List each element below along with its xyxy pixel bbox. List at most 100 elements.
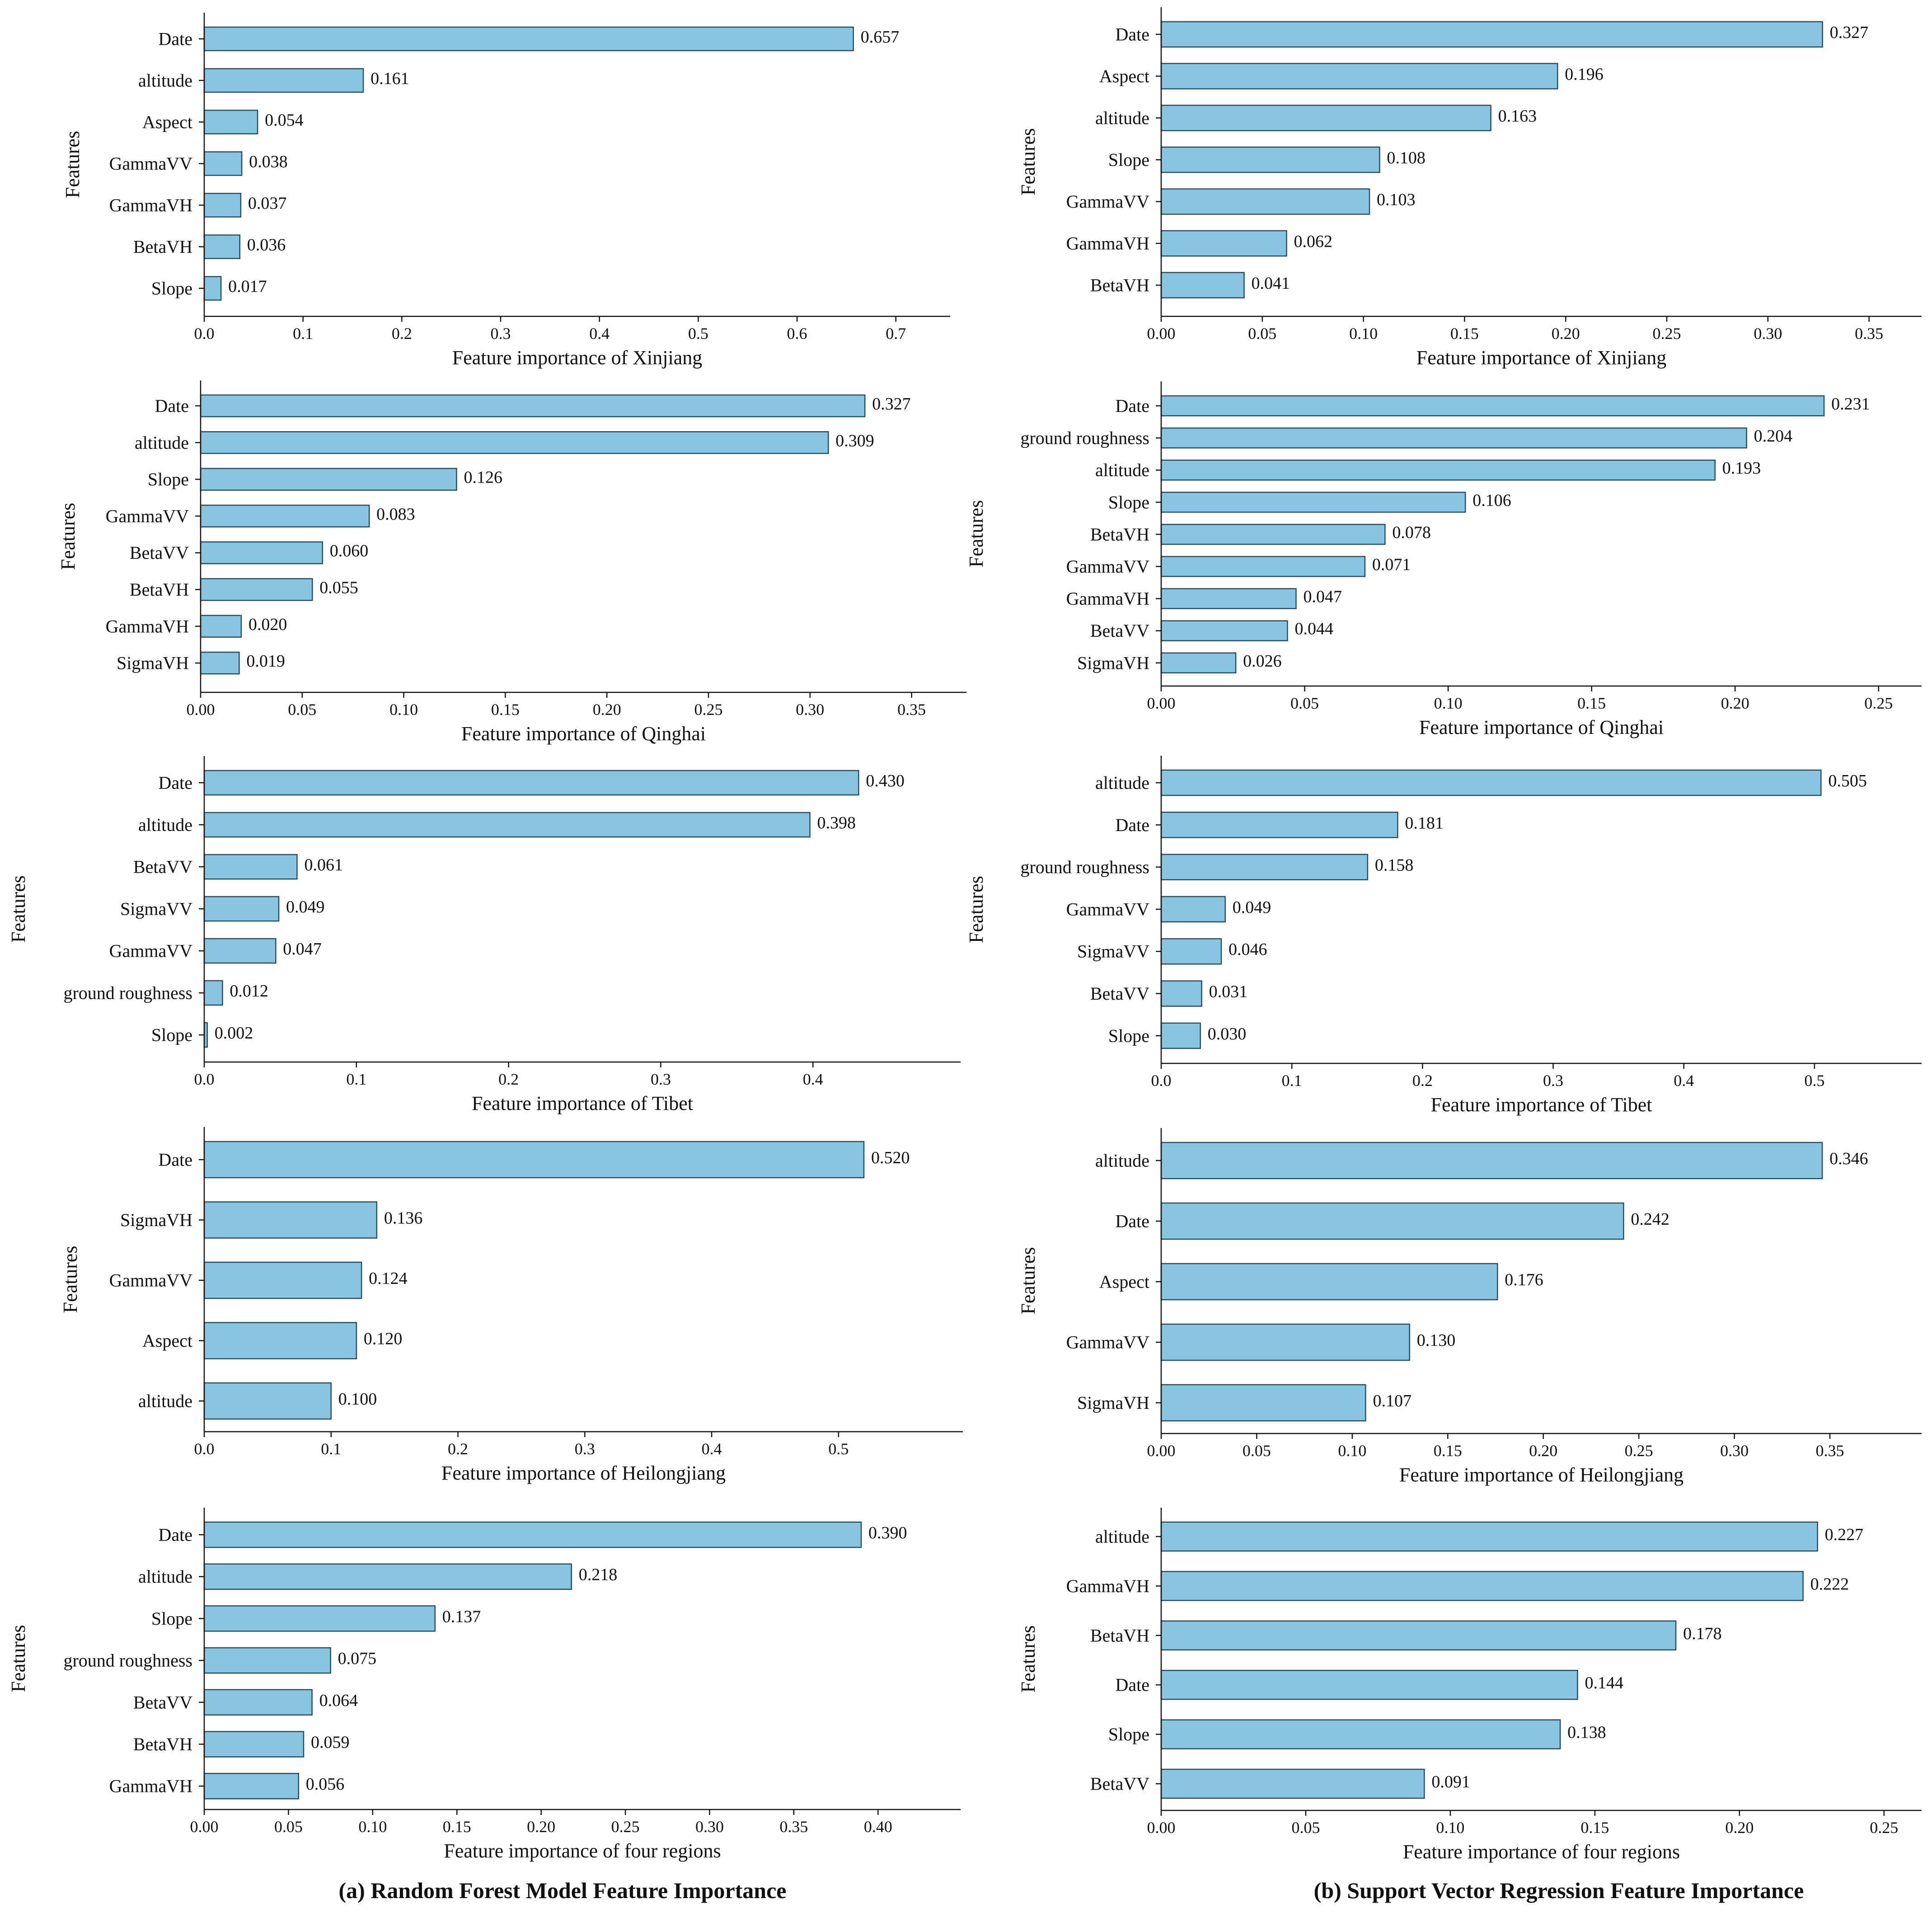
x-axis-title: Feature importance of four regions — [444, 1840, 721, 1862]
value-label: 0.041 — [1252, 274, 1290, 293]
bar — [1160, 980, 1202, 1007]
category-label: BetaVV — [133, 1692, 192, 1712]
y-axis-title: Features — [1017, 1247, 1039, 1314]
x-tick-label: 0.3 — [1543, 1072, 1563, 1090]
category-label: SigmaVH — [1077, 653, 1149, 673]
x-tick-label: 0.00 — [190, 1818, 219, 1836]
category-label: BetaVH — [1090, 1625, 1149, 1645]
value-label: 0.049 — [1233, 898, 1271, 917]
bar — [200, 615, 242, 638]
bar — [1160, 854, 1369, 880]
y-axis-title: Features — [1017, 1625, 1039, 1692]
category-label: SigmaVH — [1077, 1393, 1149, 1413]
x-tick-label: 0.2 — [448, 1440, 468, 1458]
x-tick-label: 0.35 — [897, 700, 926, 719]
value-label: 0.161 — [370, 69, 409, 88]
category-label: GammaVH — [109, 195, 192, 216]
category-label: SigmaVH — [120, 1210, 192, 1230]
x-tick-label: 0.15 — [443, 1818, 471, 1836]
value-label: 0.091 — [1431, 1772, 1470, 1791]
value-label: 0.002 — [215, 1024, 253, 1043]
bar — [1160, 1768, 1425, 1799]
bar — [203, 938, 277, 964]
category-label: Date — [1115, 24, 1149, 45]
value-label: 0.163 — [1498, 107, 1537, 126]
value-label: 0.054 — [265, 111, 304, 130]
value-label: 0.107 — [1373, 1391, 1411, 1410]
value-label: 0.309 — [835, 431, 874, 450]
bar — [203, 980, 223, 1006]
x-tick-label: 0.00 — [1147, 1442, 1176, 1460]
x-tick-label: 0.5 — [828, 1440, 849, 1458]
value-label: 0.056 — [306, 1775, 345, 1794]
bar — [200, 431, 829, 454]
category-label: Date — [158, 773, 192, 793]
x-tick-label: 0.35 — [779, 1818, 808, 1836]
bar — [1160, 1719, 1561, 1749]
chart-panel-4: Date 0.231 ground roughness 0.204 altitude 0.… — [965, 381, 1922, 738]
x-tick-label: 0.10 — [1338, 1442, 1366, 1460]
category-label: GammaVH — [109, 1776, 192, 1796]
bar — [200, 651, 240, 675]
bar — [203, 26, 854, 52]
x-tick-label: 0.15 — [1450, 324, 1479, 343]
category-label: GammaVH — [1066, 588, 1149, 609]
value-label: 0.103 — [1377, 190, 1416, 209]
category-label: BetaVH — [130, 579, 189, 600]
category-label: Slope — [151, 278, 192, 299]
value-label: 0.196 — [1565, 65, 1604, 84]
x-tick-label: 0.10 — [358, 1818, 387, 1836]
category-label: Date — [158, 29, 192, 49]
value-label: 0.144 — [1585, 1673, 1623, 1692]
x-tick-label: 0.15 — [491, 700, 520, 719]
x-tick-label: 0.20 — [1721, 694, 1749, 712]
x-tick-label: 0.7 — [886, 324, 906, 343]
x-tick-label: 0.00 — [1147, 1819, 1176, 1837]
chart-panel-5: Date 0.430 altitude 0.398 BetaVV 0.061 SigmaVV… — [7, 756, 961, 1114]
value-label: 0.038 — [249, 152, 288, 171]
x-tick-label: 0.00 — [1147, 324, 1176, 343]
bar — [203, 193, 242, 218]
value-label: 0.398 — [817, 813, 856, 832]
category-label: Date — [1115, 396, 1149, 416]
category-label: altitude — [135, 432, 189, 453]
bar — [203, 234, 240, 259]
value-label: 0.061 — [304, 855, 343, 874]
x-tick-label: 0.5 — [1804, 1072, 1824, 1090]
bar — [200, 578, 313, 601]
x-axis-title: Feature importance of Xinjiang — [1416, 347, 1666, 369]
y-axis-title: Features — [7, 875, 29, 943]
bar — [1160, 1571, 1804, 1601]
value-label: 0.049 — [286, 898, 325, 917]
bar — [1160, 896, 1226, 923]
caption-random-forest: (a) Random Forest Model Feature Importan… — [338, 1878, 786, 1903]
chart-panel-7: Date 0.520 SigmaVH 0.136 GammaVV 0.124 Aspect 0… — [59, 1127, 963, 1484]
x-tick-label: 0.0 — [194, 1440, 215, 1458]
x-tick-label: 0.15 — [1580, 1819, 1609, 1837]
value-label: 0.181 — [1405, 813, 1444, 832]
value-label: 0.242 — [1631, 1210, 1669, 1229]
x-tick-label: 0.40 — [864, 1818, 892, 1836]
value-label: 0.020 — [249, 615, 287, 634]
bar — [1160, 1142, 1823, 1180]
value-label: 0.037 — [248, 194, 287, 213]
x-tick-label: 0.15 — [1577, 694, 1606, 712]
y-axis-title: Features — [57, 503, 79, 570]
bar — [1160, 588, 1297, 609]
category-label: Aspect — [142, 1330, 192, 1351]
bar — [1160, 1384, 1366, 1422]
category-label: Date — [1115, 1211, 1149, 1231]
category-label: ground roughness — [1020, 857, 1149, 877]
chart-panel-1: Date 0.657 altitude 0.161 Aspect 0.054 GammaVV… — [61, 13, 950, 369]
x-axis-title: Feature importance of Xinjiang — [452, 347, 702, 369]
value-label: 0.124 — [369, 1269, 408, 1288]
value-label: 0.083 — [376, 505, 415, 524]
value-label: 0.505 — [1828, 771, 1867, 790]
x-tick-label: 0.30 — [1754, 324, 1782, 343]
x-tick-label: 0.3 — [491, 324, 511, 343]
category-label: GammaVH — [1066, 233, 1149, 254]
x-axis-title: Feature importance of four regions — [1403, 1841, 1680, 1863]
x-tick-label: 0.2 — [498, 1070, 519, 1088]
category-label: BetaVV — [130, 543, 189, 563]
